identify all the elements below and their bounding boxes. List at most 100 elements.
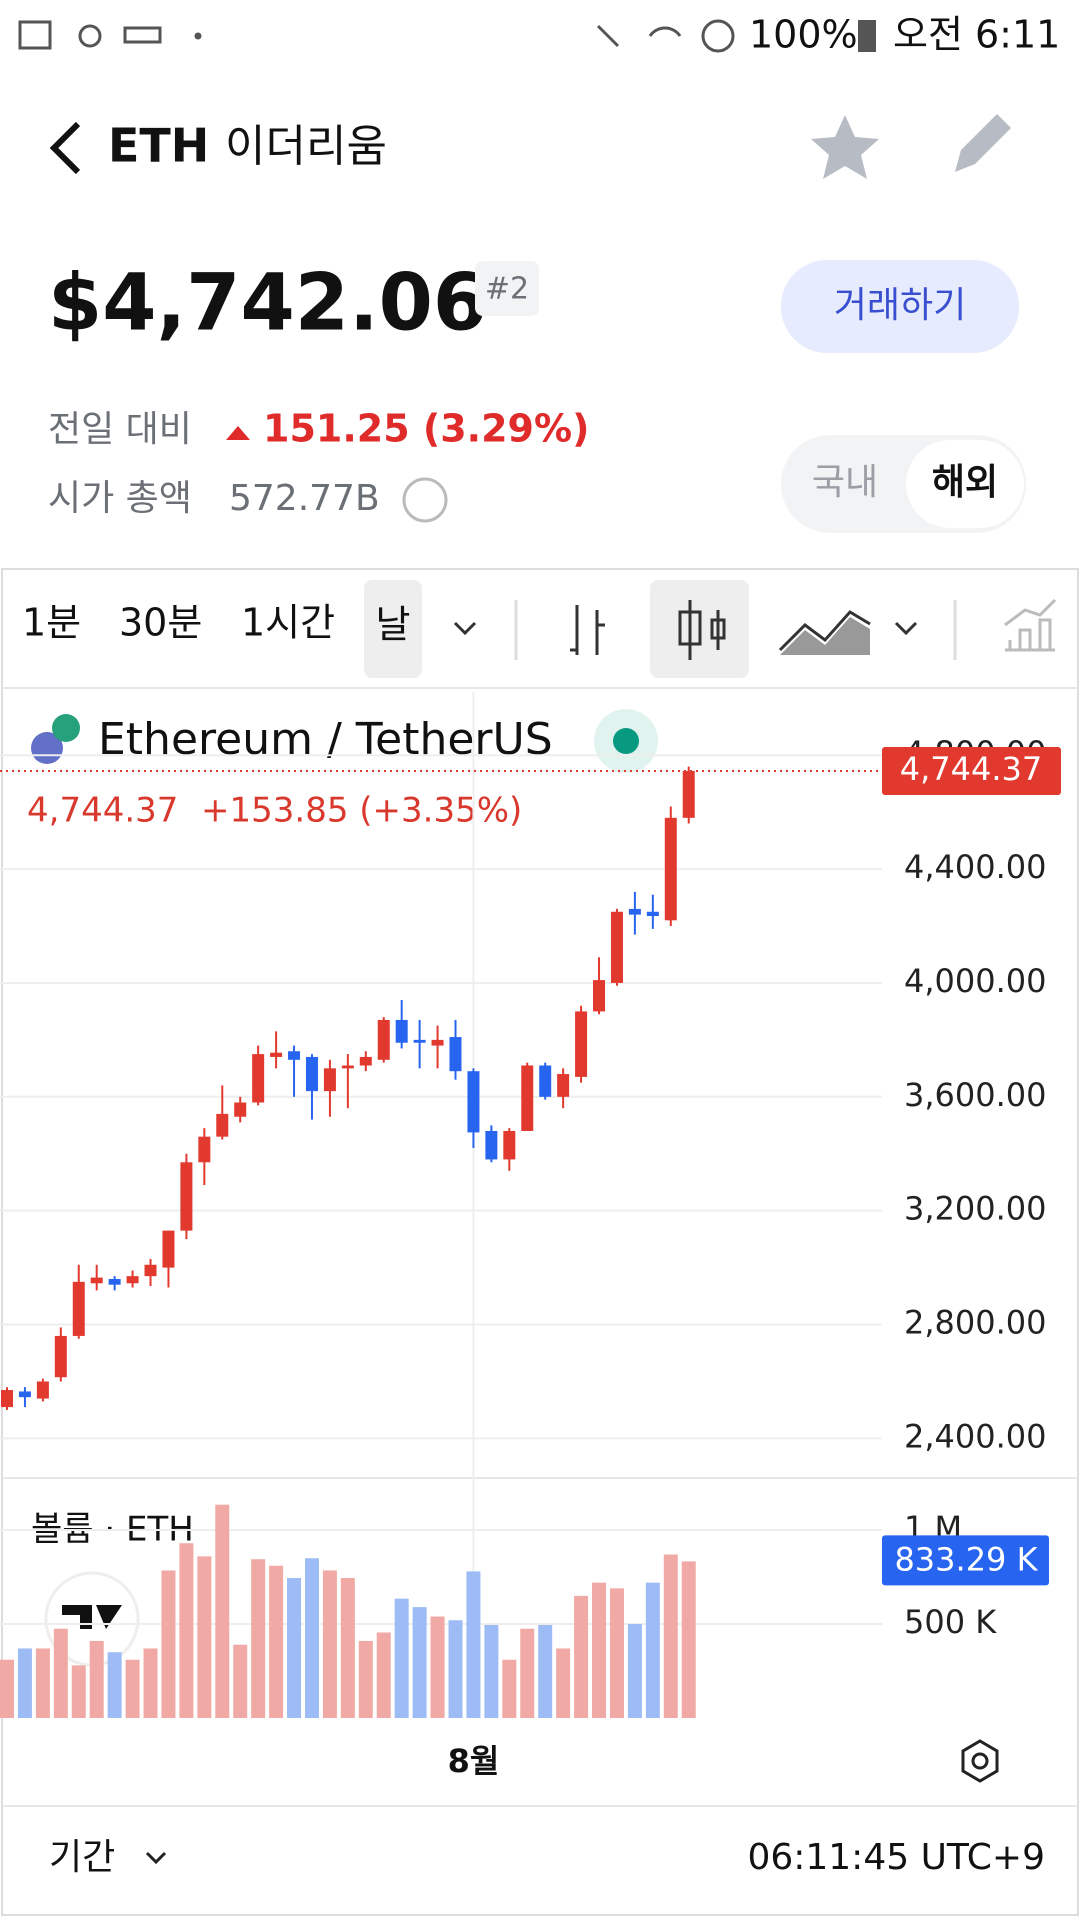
candle-body [341,1065,354,1069]
back-button[interactable] [49,121,81,175]
candle-body [521,1065,534,1131]
volume-bar [215,1504,230,1718]
volume-bar [609,1588,624,1718]
candle-body [108,1279,121,1285]
candle-body [575,1011,588,1077]
battery: 100% [749,13,858,57]
volume-bar [645,1582,660,1718]
volume-bar [466,1571,481,1718]
settings-icon[interactable] [961,1739,999,1783]
candle-body [539,1065,552,1097]
last-price-label: 4,744.37 [900,750,1043,788]
candle-body [610,911,623,983]
rank-badge [475,261,539,316]
volume-bar [556,1648,571,1718]
volume-bar [251,1559,266,1718]
candle-body [126,1276,139,1284]
y-tick-label: 500 K [904,1603,997,1641]
volume-bar [592,1582,607,1718]
market-cap: 572.77B [229,478,380,519]
price: $4,742.06 [48,258,487,348]
x-tick-label: 8월 [448,1742,500,1780]
candle-body [413,1039,426,1043]
chart-panel [1,568,1079,1916]
volume-bar [233,1644,248,1718]
tab[interactable]: 날 [376,603,411,647]
chart-title: Ethereum / TetherUS [98,714,553,765]
volume-bar [340,1577,355,1718]
candle-body [144,1264,157,1277]
tether-logo [52,714,80,742]
volume-bar [681,1561,696,1718]
candle-body [162,1230,175,1268]
volume-bar [430,1616,445,1718]
volume-bar [574,1595,589,1718]
volume-bar [269,1565,284,1718]
candle-body [18,1391,31,1398]
volume-bar [287,1577,302,1718]
candle-body [288,1051,301,1060]
candle-body [503,1130,516,1160]
candle-body [323,1068,336,1092]
volume-bar [161,1570,176,1718]
plot: 8월 2,400.00 2,800.00 3,200.00 3,600.00 4,000.… [0,692,1061,1780]
volume-bar [304,1558,319,1718]
candle-body [467,1071,480,1133]
period[interactable]: 기간 [49,1837,115,1878]
candle-body [90,1277,103,1284]
symbol: ETH [108,119,209,173]
volume-bar [17,1648,32,1718]
tv-mark [62,1605,122,1629]
volume-bar [520,1628,535,1718]
volume-bar [502,1659,517,1718]
volume-bar [179,1543,194,1718]
candle-body [1,1390,13,1408]
candle-body [449,1037,462,1072]
volume-bar [394,1598,409,1718]
candle-body [198,1136,211,1163]
candle-body [485,1130,498,1160]
market-cap-label: 시가 총액 [48,478,192,519]
volume-bar [322,1570,337,1718]
volume-bar [107,1652,122,1718]
period-chevron[interactable] [145,1851,167,1865]
rank: #2 [485,272,529,307]
candle-body [359,1056,372,1066]
candle-body [180,1162,193,1231]
y-tick-label: 3,600.00 [904,1076,1047,1114]
trade-button[interactable] [781,260,1019,353]
last-price-box [882,747,1061,796]
volume-bar [412,1607,427,1718]
y-tick-label: 4,000.00 [904,962,1047,1000]
volume-bar [448,1620,463,1718]
volume-bar [125,1659,140,1718]
legend-change: +153.85 (+3.35%) [201,791,522,831]
settings-icon-center [971,1752,989,1770]
up-arrow [226,426,250,440]
last-volume-label: 833.29 K [894,1540,1038,1578]
clock: 오전 6:11 [893,13,1060,57]
candle-body [628,908,641,915]
candle-body [593,980,606,1012]
volume-bar [663,1554,678,1718]
trade-label[interactable]: 거래하기 [834,285,966,326]
last-volume-box [882,1535,1049,1586]
edit-pencil[interactable] [955,114,1011,172]
tab[interactable]: 1시간 [241,601,335,645]
tab[interactable]: 1분 [22,601,81,645]
favorite-star[interactable] [811,115,879,179]
candle-body [252,1054,265,1103]
candle-body [377,1019,390,1060]
volume-bar [538,1624,553,1718]
toggle-overseas[interactable]: 해외 [932,462,998,503]
candle-body [395,1019,408,1043]
legend-price: 4,744.37 [27,791,178,831]
toggle-domestic[interactable]: 국내 [812,462,878,503]
info-icon[interactable] [402,477,448,523]
status-dot [613,728,639,754]
volume-bar [71,1665,86,1718]
candle-body [431,1039,444,1046]
toolbar-icons [455,0,1080,660]
tab[interactable]: 30분 [119,601,202,645]
